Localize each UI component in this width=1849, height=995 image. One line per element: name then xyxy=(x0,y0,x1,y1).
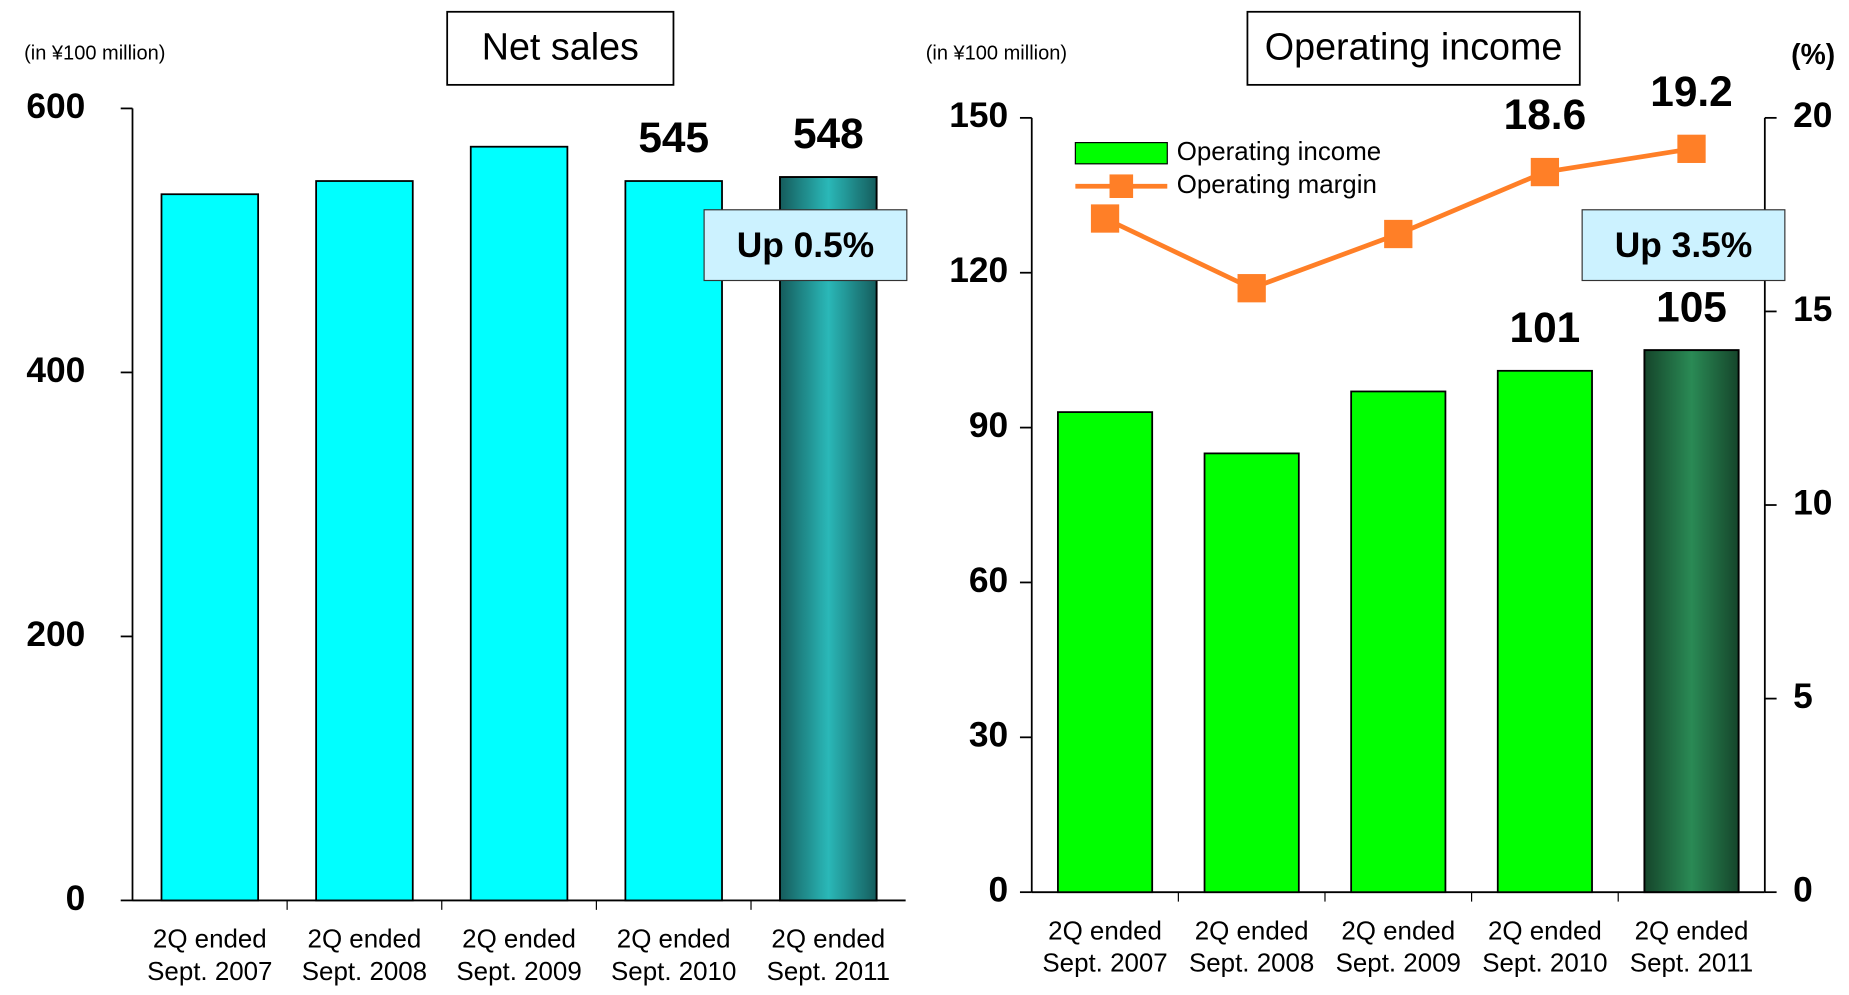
x-tick-label: 2Q ended Sept. 2007 xyxy=(1042,917,1167,977)
chart-title: Net sales xyxy=(482,25,639,67)
y-tick-label: 120 xyxy=(949,251,1008,290)
y2-tick-label: 10 xyxy=(1793,483,1832,522)
value-label: 105 xyxy=(1656,283,1727,330)
bar xyxy=(624,180,723,902)
annotation: Up 3.5% xyxy=(1615,226,1752,265)
y-tick-label: 60 xyxy=(969,561,1008,600)
annotation-box xyxy=(703,209,908,282)
bar xyxy=(315,180,414,902)
y-tick-label: 200 xyxy=(26,615,85,654)
value-label: 101 xyxy=(1510,304,1581,351)
title-box xyxy=(446,10,675,86)
annotation: Up 0.5% xyxy=(737,226,875,265)
x-tick-label: 2Q ended Sept. 2009 xyxy=(1336,917,1461,977)
y2-tick-label: 0 xyxy=(1793,871,1813,910)
y-tick-label: 0 xyxy=(989,871,1009,910)
x-tick-label: 2Q ended Sept. 2009 xyxy=(456,925,581,985)
marker xyxy=(1677,134,1706,163)
y2-tick-label: 15 xyxy=(1793,290,1832,329)
bar xyxy=(1203,452,1300,894)
unit-label: (in ¥100 million) xyxy=(926,43,1067,65)
legend-label: Operating income xyxy=(1177,138,1381,166)
x-tick-label: 2Q ended Sept. 2008 xyxy=(302,925,427,985)
bar xyxy=(1350,390,1447,894)
y-tick-label: 90 xyxy=(969,406,1008,445)
marker xyxy=(1237,274,1266,303)
y-tick-label: 150 xyxy=(949,96,1008,135)
x-tick-label: 2Q ended Sept. 2011 xyxy=(1630,917,1753,977)
y2-tick-label: 20 xyxy=(1793,96,1832,135)
y2-tick-label: 5 xyxy=(1793,677,1813,716)
x-tick-label: 2Q ended Sept. 2011 xyxy=(767,925,890,985)
value-label: 19.2 xyxy=(1650,68,1733,115)
legend-swatch xyxy=(1074,142,1168,165)
y-tick-label: 600 xyxy=(26,87,85,126)
value-label: 545 xyxy=(638,114,709,161)
marker xyxy=(1530,157,1560,187)
bar xyxy=(1496,369,1593,894)
bar xyxy=(160,193,260,902)
bar xyxy=(1057,411,1154,894)
unit-label: (in ¥100 million) xyxy=(24,43,165,65)
x-tick-label: 2Q ended Sept. 2010 xyxy=(611,925,736,985)
value-label: 548 xyxy=(793,110,864,157)
marker xyxy=(1090,204,1120,233)
annotation-box xyxy=(1581,209,1786,282)
legend-label: Operating margin xyxy=(1177,171,1377,199)
value-label: 18.6 xyxy=(1504,91,1587,138)
marker xyxy=(1384,219,1413,249)
title-box xyxy=(1246,10,1581,86)
x-tick-label: 2Q ended Sept. 2010 xyxy=(1482,917,1607,977)
bar-shade xyxy=(779,176,878,902)
bar-shade xyxy=(1643,349,1740,894)
bar xyxy=(469,145,569,902)
chart-title: Operating income xyxy=(1265,25,1563,67)
y2-unit-label: (%) xyxy=(1791,38,1835,70)
x-tick-label: 2Q ended Sept. 2007 xyxy=(147,925,272,985)
y-tick-label: 400 xyxy=(26,351,85,390)
y-tick-label: 30 xyxy=(969,716,1008,755)
legend-marker xyxy=(1109,174,1134,198)
x-tick-label: 2Q ended Sept. 2008 xyxy=(1189,917,1314,977)
y-tick-label: 0 xyxy=(66,879,86,918)
